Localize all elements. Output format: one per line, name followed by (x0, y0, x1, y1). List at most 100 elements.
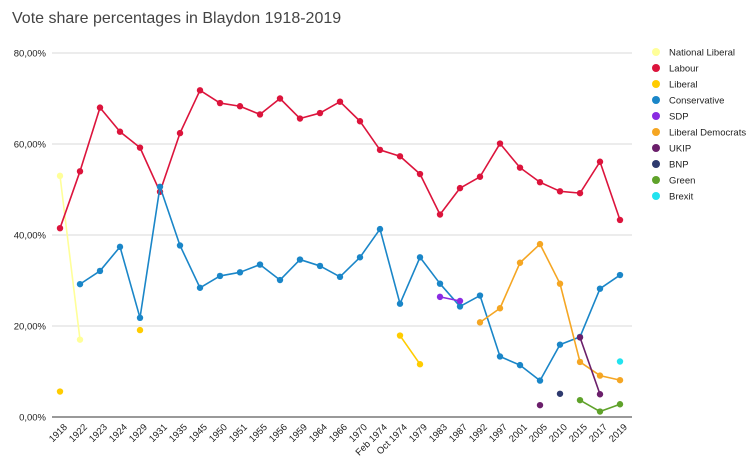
x-tick-label: 1964 (307, 422, 330, 445)
series-line-segment (559, 336, 581, 346)
series-line-segment (239, 105, 261, 116)
series-line-segment (199, 275, 221, 289)
series-line-segment (119, 131, 141, 149)
data-point (316, 109, 324, 117)
series-line-segment (419, 256, 441, 285)
series-line-segment (159, 132, 181, 193)
x-tick-label: 1923 (87, 422, 110, 445)
legend-marker (652, 96, 660, 104)
data-point (196, 87, 204, 94)
x-tick-label: 2015 (567, 422, 590, 445)
x-tick-label: 1966 (327, 422, 350, 445)
y-tick-label: 0,00% (19, 413, 46, 424)
data-point (476, 319, 484, 326)
series-line-segment (79, 107, 101, 172)
data-point (76, 280, 84, 288)
series-line-segment (179, 245, 201, 289)
x-tick-label: 1979 (407, 422, 430, 445)
series-conservative (76, 183, 624, 384)
series-line-segment (319, 100, 341, 114)
x-tick-label: 2010 (547, 422, 570, 445)
series-line-segment (339, 256, 361, 278)
data-point (516, 164, 524, 171)
data-point (596, 372, 604, 379)
series-line-segment (439, 296, 461, 302)
legend-marker (652, 144, 660, 152)
series-line-segment (179, 89, 201, 134)
data-point (536, 377, 544, 384)
x-tick-label: 2005 (527, 422, 550, 445)
series-green (576, 396, 624, 415)
series-line-segment (579, 161, 601, 194)
series-line-segment (399, 335, 421, 365)
x-tick-label: 1945 (187, 422, 210, 445)
legend-marker (652, 80, 660, 88)
data-point (356, 254, 364, 261)
x-tick-label: 1983 (427, 422, 450, 445)
data-point (316, 262, 324, 270)
series-line-segment (439, 283, 461, 307)
data-point (176, 129, 184, 137)
series-line-segment (479, 143, 501, 178)
data-point (156, 183, 164, 190)
data-point (216, 272, 224, 280)
data-point (296, 256, 304, 263)
series-line-segment (219, 271, 241, 277)
data-point (96, 267, 104, 275)
legend-label: Conservative (669, 96, 724, 107)
x-tick-label: 1929 (127, 422, 150, 445)
x-tick-label: 2019 (607, 422, 630, 445)
series-line-segment (279, 259, 301, 281)
series-line-segment (359, 228, 381, 258)
series-line-segment (139, 147, 161, 193)
series-line-segment (319, 265, 341, 278)
legend-label: BNP (669, 160, 689, 171)
series-labour (56, 87, 624, 232)
data-point (516, 259, 524, 266)
x-tick-label: 2001 (507, 422, 530, 445)
data-point (276, 95, 284, 102)
data-point (556, 341, 564, 348)
series-ukip (536, 334, 604, 409)
legend-label: UKIP (669, 144, 691, 155)
series-line-segment (459, 294, 481, 308)
data-point (556, 280, 564, 287)
series-liberal (56, 326, 424, 395)
series-line-segment (519, 243, 541, 264)
data-point (616, 358, 624, 365)
series-line-segment (499, 355, 521, 366)
series-line-segment (159, 186, 181, 246)
legend-marker (652, 48, 660, 56)
data-point (76, 168, 84, 175)
data-point (596, 391, 604, 398)
series-bnp (556, 390, 564, 397)
series-line-segment (539, 181, 561, 193)
data-point (416, 361, 424, 368)
data-point (256, 261, 264, 268)
series-line-segment (139, 186, 161, 318)
data-point (396, 300, 404, 307)
series-line-segment (299, 112, 321, 120)
data-point (376, 146, 384, 154)
data-point (576, 358, 584, 366)
legend-marker (652, 64, 660, 72)
data-point (236, 269, 244, 276)
data-point (116, 128, 124, 135)
data-point (56, 224, 64, 232)
series-line-segment (539, 243, 561, 285)
series-line-segment (579, 288, 601, 338)
legend-marker (652, 112, 660, 120)
data-point (536, 179, 544, 186)
series-line-segment (279, 97, 301, 120)
data-point (436, 280, 444, 287)
series-line-segment (519, 364, 541, 382)
series-line-segment (499, 262, 521, 309)
series-line-segment (559, 190, 581, 194)
data-point (596, 285, 604, 292)
chart-title: Vote share percentages in Blaydon 1918-2… (12, 10, 342, 27)
series-line-segment (599, 274, 621, 290)
data-point (456, 297, 464, 305)
x-tick-label: 1997 (487, 422, 510, 445)
series-line-segment (599, 161, 621, 221)
x-tick-label: 1918 (47, 422, 70, 445)
